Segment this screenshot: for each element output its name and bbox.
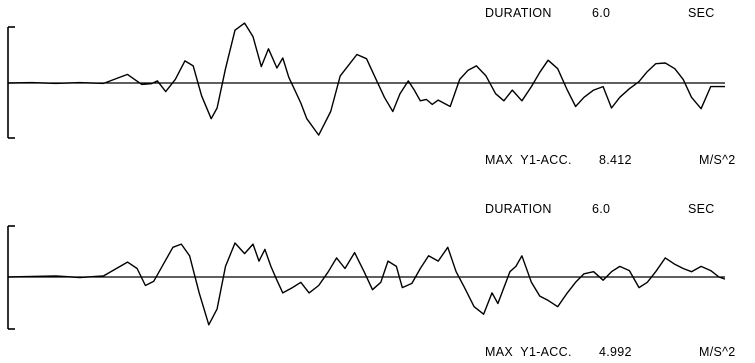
duration-value-1: 6.0 xyxy=(592,6,611,20)
max-unit-1: M/S^2 xyxy=(699,153,736,167)
max-label-1: MAX Y1-ACC. xyxy=(485,153,572,167)
duration-unit-1: SEC xyxy=(688,6,715,20)
duration-value-2: 6.0 xyxy=(592,202,611,216)
duration-label-2: DURATION xyxy=(485,202,552,216)
max-value-2: 4.992 xyxy=(599,345,632,359)
duration-label-1: DURATION xyxy=(485,6,552,20)
duration-unit-2: SEC xyxy=(688,202,715,216)
acceleration-trace-2 xyxy=(7,242,726,326)
acceleration-trace-1 xyxy=(7,22,725,136)
max-value-1: 8.412 xyxy=(599,153,632,167)
max-unit-2: M/S^2 xyxy=(699,345,736,359)
max-label-2: MAX Y1-ACC. xyxy=(485,345,572,359)
